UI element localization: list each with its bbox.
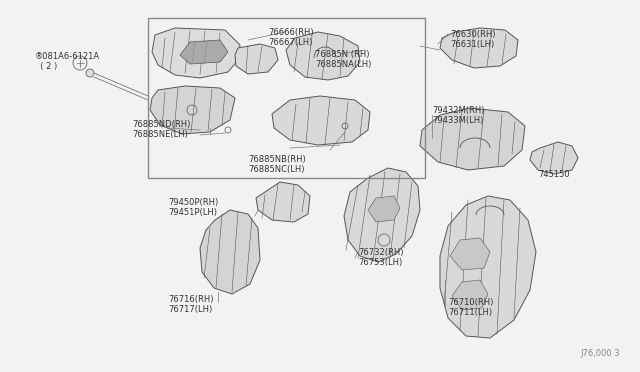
Text: J76,000 3: J76,000 3 xyxy=(580,349,620,358)
Polygon shape xyxy=(152,28,240,78)
Text: 76885ND(RH)
76885NE(LH): 76885ND(RH) 76885NE(LH) xyxy=(132,120,190,140)
Text: 76710(RH)
76711(LH): 76710(RH) 76711(LH) xyxy=(448,298,493,317)
Bar xyxy=(148,18,425,178)
Polygon shape xyxy=(286,32,360,80)
Polygon shape xyxy=(344,168,420,262)
Text: ®081A6-6121A
  ( 2 ): ®081A6-6121A ( 2 ) xyxy=(35,52,100,71)
Circle shape xyxy=(86,69,94,77)
Polygon shape xyxy=(440,196,536,338)
Polygon shape xyxy=(180,40,228,64)
Polygon shape xyxy=(440,28,518,68)
Text: 76732(RH)
76753(LH): 76732(RH) 76753(LH) xyxy=(358,248,403,267)
Polygon shape xyxy=(200,210,260,294)
Text: 76716(RH)
76717(LH): 76716(RH) 76717(LH) xyxy=(168,295,214,314)
Polygon shape xyxy=(256,182,310,222)
Polygon shape xyxy=(368,196,400,222)
Polygon shape xyxy=(420,108,525,170)
Polygon shape xyxy=(272,96,370,145)
Text: 79432M(RH)
79433M(LH): 79432M(RH) 79433M(LH) xyxy=(432,106,484,125)
Text: 745150: 745150 xyxy=(538,170,570,179)
Polygon shape xyxy=(150,86,235,134)
Polygon shape xyxy=(530,142,578,174)
Text: 79450P(RH)
79451P(LH): 79450P(RH) 79451P(LH) xyxy=(168,198,218,217)
Text: 76630(RH)
76631(LH): 76630(RH) 76631(LH) xyxy=(450,30,495,49)
Text: 76885N (RH)
76885NA(LH): 76885N (RH) 76885NA(LH) xyxy=(315,50,371,70)
Polygon shape xyxy=(235,44,278,74)
Polygon shape xyxy=(450,238,490,270)
Polygon shape xyxy=(452,280,488,310)
Text: 76885NB(RH)
76885NC(LH): 76885NB(RH) 76885NC(LH) xyxy=(248,155,306,174)
Text: 76666(RH)
76667(LH): 76666(RH) 76667(LH) xyxy=(268,28,314,47)
